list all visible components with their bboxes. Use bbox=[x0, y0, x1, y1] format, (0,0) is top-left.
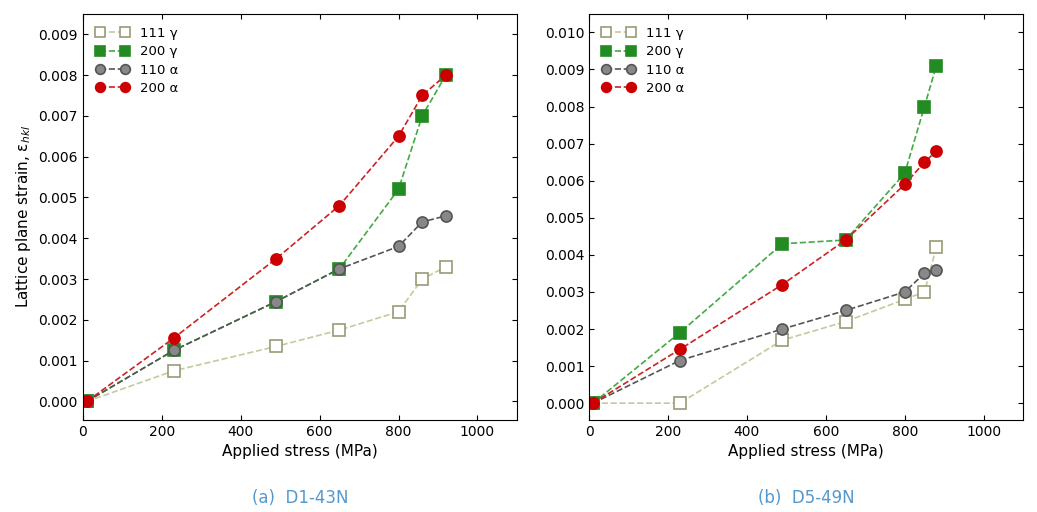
Text: (b)  D5-49N: (b) D5-49N bbox=[758, 489, 854, 507]
Y-axis label: Lattice plane strain, ε$_{hkl}$: Lattice plane strain, ε$_{hkl}$ bbox=[13, 125, 33, 308]
X-axis label: Applied stress (MPa): Applied stress (MPa) bbox=[728, 444, 884, 459]
Text: (a)  D1-43N: (a) D1-43N bbox=[252, 489, 348, 507]
X-axis label: Applied stress (MPa): Applied stress (MPa) bbox=[222, 444, 377, 459]
Legend: 111 γ, 200 γ, 110 α, 200 α: 111 γ, 200 γ, 110 α, 200 α bbox=[595, 20, 691, 101]
Legend: 111 γ, 200 γ, 110 α, 200 α: 111 γ, 200 γ, 110 α, 200 α bbox=[89, 20, 185, 101]
